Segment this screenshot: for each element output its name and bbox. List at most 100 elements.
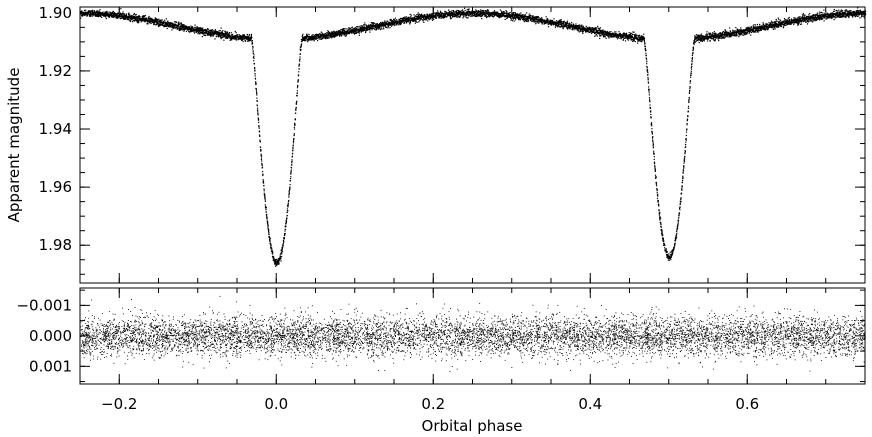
light-curve-point bbox=[266, 217, 268, 219]
light-curve-point bbox=[210, 35, 212, 37]
light-curve-point bbox=[227, 36, 229, 38]
light-curve-point bbox=[402, 17, 405, 19]
light-curve-point bbox=[298, 74, 300, 76]
light-curve-point bbox=[409, 13, 411, 16]
light-curve-point bbox=[631, 32, 633, 35]
light-curve-point bbox=[463, 16, 465, 18]
light-curve-point bbox=[540, 17, 542, 20]
light-curve-point bbox=[396, 23, 398, 25]
light-curve-point bbox=[174, 23, 176, 25]
light-curve-point bbox=[546, 22, 548, 24]
light-curve-point bbox=[280, 257, 282, 259]
light-curve-point bbox=[85, 13, 87, 15]
light-curve-point bbox=[298, 68, 300, 70]
light-curve-point bbox=[610, 31, 612, 33]
light-curve-point bbox=[299, 58, 301, 60]
light-curve-point bbox=[223, 33, 225, 35]
light-curve-point bbox=[199, 31, 201, 34]
light-curve-point bbox=[327, 34, 329, 36]
light-curve-point bbox=[532, 16, 534, 18]
light-curve-point bbox=[581, 28, 583, 30]
light-curve-point bbox=[275, 263, 277, 265]
light-curve-point bbox=[91, 12, 93, 14]
light-curve-point bbox=[522, 14, 524, 16]
light-curve-point bbox=[254, 67, 256, 70]
light-curve-point bbox=[365, 31, 367, 34]
light-curve-point bbox=[340, 34, 342, 36]
light-curve-point bbox=[99, 12, 101, 15]
light-curve-point bbox=[526, 12, 528, 14]
light-curve-point bbox=[409, 20, 411, 22]
light-curve-point bbox=[500, 16, 502, 18]
light-curve-point bbox=[233, 37, 235, 39]
light-curve-point bbox=[404, 19, 406, 21]
light-curve-point bbox=[136, 20, 138, 22]
light-curve-point bbox=[291, 159, 293, 161]
light-curve-point bbox=[401, 19, 403, 21]
light-curve-point bbox=[351, 26, 353, 28]
light-curve-point bbox=[246, 33, 248, 36]
light-curve-point bbox=[293, 135, 295, 137]
light-curve-point bbox=[505, 10, 507, 12]
light-curve-point bbox=[304, 40, 306, 42]
light-curve-point bbox=[135, 16, 137, 18]
light-curve-point bbox=[171, 25, 173, 27]
light-curve-point bbox=[256, 105, 258, 107]
light-curve-point bbox=[569, 22, 571, 25]
light-curve-point bbox=[546, 19, 548, 21]
light-curve-point bbox=[330, 34, 332, 36]
light-curve-point bbox=[88, 10, 90, 12]
light-curve-point bbox=[383, 25, 385, 27]
light-curve-point bbox=[196, 26, 198, 28]
light-curve-point bbox=[421, 14, 423, 16]
light-curve-point bbox=[252, 52, 255, 54]
light-curve-point bbox=[194, 27, 197, 29]
light-curve-point bbox=[418, 14, 421, 16]
light-curve-point bbox=[486, 17, 488, 19]
light-curve-point bbox=[235, 32, 237, 34]
light-curve-point bbox=[301, 39, 303, 41]
light-curve-point bbox=[570, 23, 572, 25]
light-curve-point bbox=[417, 14, 419, 16]
light-curve-point bbox=[521, 19, 524, 21]
light-curve-point bbox=[634, 41, 636, 43]
light-curve-point bbox=[218, 32, 220, 34]
light-curve-point bbox=[231, 37, 233, 39]
light-curve-point bbox=[146, 18, 148, 20]
light-curve-point bbox=[348, 27, 350, 29]
light-curve-point bbox=[333, 32, 335, 34]
light-curve-point bbox=[282, 239, 284, 241]
light-curve-point bbox=[442, 16, 444, 18]
light-curve-point bbox=[554, 23, 556, 25]
light-curve-point bbox=[203, 29, 205, 31]
light-curve-point bbox=[463, 11, 465, 13]
light-curve-point bbox=[585, 25, 587, 27]
light-curve-point bbox=[231, 34, 233, 36]
light-curve-point bbox=[455, 11, 457, 13]
light-curve-point bbox=[389, 23, 391, 25]
light-curve-point bbox=[263, 193, 266, 196]
light-curve-point bbox=[529, 14, 531, 16]
light-curve-point bbox=[456, 16, 458, 18]
light-curve-point bbox=[286, 215, 288, 217]
light-curve-point bbox=[624, 40, 627, 42]
light-curve-point bbox=[550, 21, 552, 23]
light-curve-point bbox=[345, 33, 347, 35]
light-curve-point bbox=[629, 36, 631, 38]
light-curve-point bbox=[498, 17, 500, 19]
light-curve-point bbox=[478, 10, 480, 12]
light-curve-point bbox=[414, 19, 416, 21]
light-curve-point bbox=[374, 26, 376, 29]
light-curve-point bbox=[285, 223, 287, 225]
light-curve-point bbox=[253, 56, 255, 58]
light-curve-point bbox=[90, 11, 92, 13]
light-curve-point bbox=[138, 20, 140, 22]
light-curve-point bbox=[254, 73, 256, 75]
light-curve-point bbox=[595, 28, 597, 30]
light-curve-point bbox=[421, 13, 423, 15]
light-curve-point bbox=[227, 34, 230, 36]
light-curve-point bbox=[468, 8, 470, 10]
light-curve-point bbox=[243, 35, 245, 37]
light-curve-point bbox=[89, 14, 91, 16]
light-curve-point bbox=[135, 18, 137, 20]
